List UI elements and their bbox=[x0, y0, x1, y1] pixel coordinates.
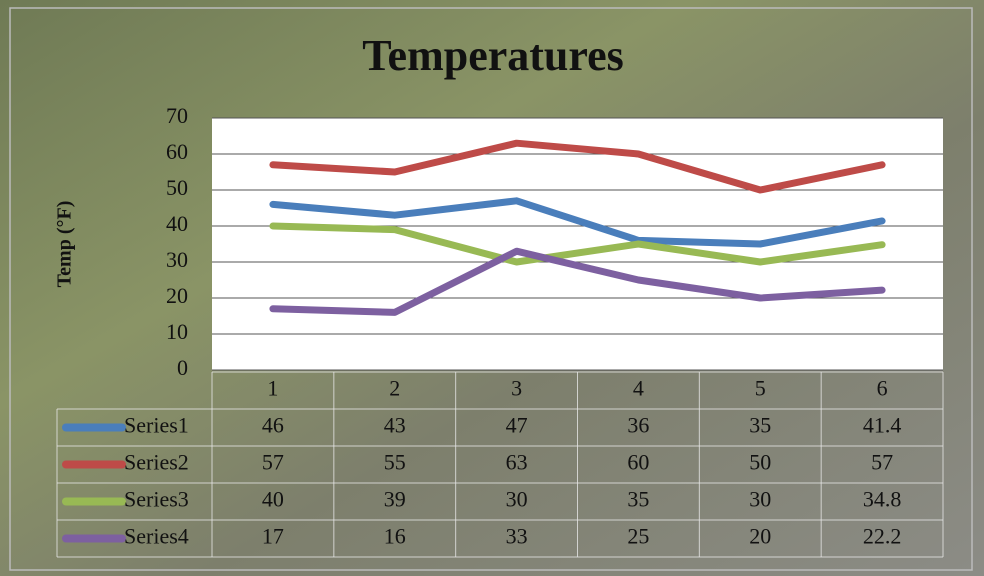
y-tick-label: 60 bbox=[166, 139, 188, 164]
x-tick-label: 1 bbox=[267, 376, 278, 401]
table-value: 17 bbox=[262, 524, 284, 549]
x-tick-label: 5 bbox=[755, 376, 766, 401]
table-value: 43 bbox=[384, 413, 406, 438]
legend-label: Series4 bbox=[124, 524, 189, 549]
table-value: 39 bbox=[384, 487, 406, 512]
table-value: 33 bbox=[506, 524, 528, 549]
y-tick-label: 10 bbox=[166, 319, 188, 344]
table-value: 34.8 bbox=[863, 487, 902, 512]
table-value: 22.2 bbox=[863, 524, 902, 549]
table-value: 36 bbox=[627, 413, 649, 438]
legend-label: Series2 bbox=[124, 450, 189, 475]
y-tick-label: 20 bbox=[166, 283, 188, 308]
y-tick-label: 30 bbox=[166, 247, 188, 272]
table-value: 20 bbox=[749, 524, 771, 549]
x-tick-label: 2 bbox=[389, 376, 400, 401]
table-value: 25 bbox=[627, 524, 649, 549]
chart: Temperatures Temp (°F) 0 10 20 30 40 50 60 70 1 2… bbox=[0, 0, 984, 576]
table-value: 57 bbox=[871, 450, 893, 475]
table-value: 41.4 bbox=[863, 413, 902, 438]
table-value: 35 bbox=[627, 487, 649, 512]
table-value: 60 bbox=[627, 450, 649, 475]
y-tick-label: 70 bbox=[166, 103, 188, 128]
table-value: 40 bbox=[262, 487, 284, 512]
legend-label: Series3 bbox=[124, 487, 189, 512]
table-value: 57 bbox=[262, 450, 284, 475]
y-axis-label: Temp (°F) bbox=[54, 201, 76, 288]
table-value: 46 bbox=[262, 413, 284, 438]
y-tick-label: 50 bbox=[166, 175, 188, 200]
table-value: 35 bbox=[749, 413, 771, 438]
y-tick-label: 0 bbox=[177, 355, 188, 380]
legend-label: Series1 bbox=[124, 413, 189, 438]
table-value: 16 bbox=[384, 524, 406, 549]
y-tick-label: 40 bbox=[166, 211, 188, 236]
page: Temperatures Temp (°F) 0 10 20 30 40 50 60 70 1 2… bbox=[0, 0, 984, 576]
x-tick-label: 6 bbox=[877, 376, 888, 401]
table-value: 30 bbox=[506, 487, 528, 512]
x-tick-label: 4 bbox=[633, 376, 644, 401]
plot-area bbox=[212, 118, 943, 370]
x-tick-label: 3 bbox=[511, 376, 522, 401]
chart-title: Temperatures bbox=[362, 31, 624, 80]
table-value: 47 bbox=[506, 413, 528, 438]
table-value: 50 bbox=[749, 450, 771, 475]
table-value: 30 bbox=[749, 487, 771, 512]
table-value: 55 bbox=[384, 450, 406, 475]
table-value: 63 bbox=[506, 450, 528, 475]
